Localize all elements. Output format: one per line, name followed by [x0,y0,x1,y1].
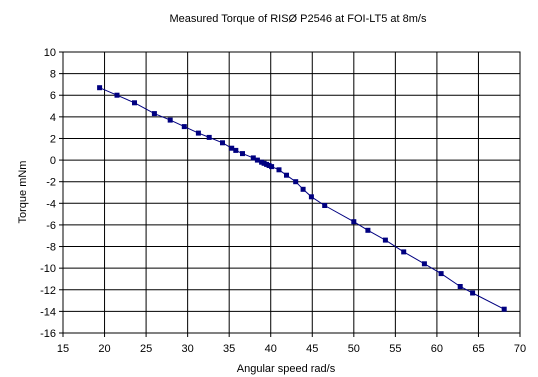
data-point [269,164,275,170]
data-point [181,124,187,130]
data-point [151,111,157,117]
data-point [300,186,306,192]
plot-frame [62,51,521,334]
data-point [284,172,289,178]
data-point [167,117,173,123]
data-point [132,100,137,106]
y-tick-label: -16 [40,328,56,340]
data-point [401,249,407,255]
data-point [229,145,235,151]
data-point [97,85,103,91]
data-point [220,140,225,146]
data-point [322,203,328,208]
grid [63,52,520,333]
y-axis-title: Torque mNm [17,161,29,224]
x-tick-label: 20 [98,343,110,355]
data-point [365,227,371,233]
y-tick-label: 0 [50,155,56,167]
y-axis-ticks: 10 8 6 4 2 0 -2 -4 -6 -8 -10 -12 -14 -16 [40,47,63,340]
x-tick-label: 60 [431,343,443,355]
series [97,85,507,312]
data-point [382,237,388,243]
y-tick-label: -12 [40,285,56,297]
data-point [438,271,444,277]
data-point [254,157,260,163]
y-tick-label: -8 [46,242,56,254]
y-tick-label: 4 [50,112,56,124]
x-axis-ticks: 15 20 25 30 35 40 45 50 55 60 65 70 [57,333,526,355]
data-point [195,130,201,136]
x-tick-label: 50 [348,343,360,355]
x-tick-label: 30 [182,343,194,355]
y-tick-label: -6 [46,220,56,232]
y-tick-label: 2 [50,133,56,145]
x-tick-label: 65 [472,343,484,355]
data-point [470,290,476,296]
data-point [308,194,314,200]
data-point [276,167,282,173]
x-tick-label: 25 [140,343,152,355]
data-point [421,261,427,267]
chart-title: Measured Torque of RISØ P2546 at FOI-LT5… [170,13,427,25]
x-tick-label: 70 [514,343,526,355]
y-tick-label: -10 [40,263,56,275]
data-point [114,92,120,98]
x-axis-title: Angular speed rad/s [237,363,336,375]
data-point [206,134,212,140]
data-point [250,155,256,161]
x-tick-label: 45 [306,343,318,355]
data-point [233,147,239,153]
y-tick-label: -2 [46,177,56,189]
data-point [240,151,245,157]
data-point [293,179,299,185]
data-point [457,284,463,289]
y-tick-label: -14 [40,306,56,318]
x-tick-label: 35 [223,343,235,355]
y-tick-label: 10 [44,47,56,59]
x-tick-label: 15 [57,343,69,355]
x-tick-label: 40 [265,343,277,355]
data-point [351,219,357,225]
plot-area [62,51,521,334]
data-point [501,306,507,312]
y-tick-label: 8 [50,69,56,81]
y-tick-label: -4 [46,198,56,210]
x-tick-label: 55 [389,343,401,355]
y-tick-label: 6 [50,90,56,102]
